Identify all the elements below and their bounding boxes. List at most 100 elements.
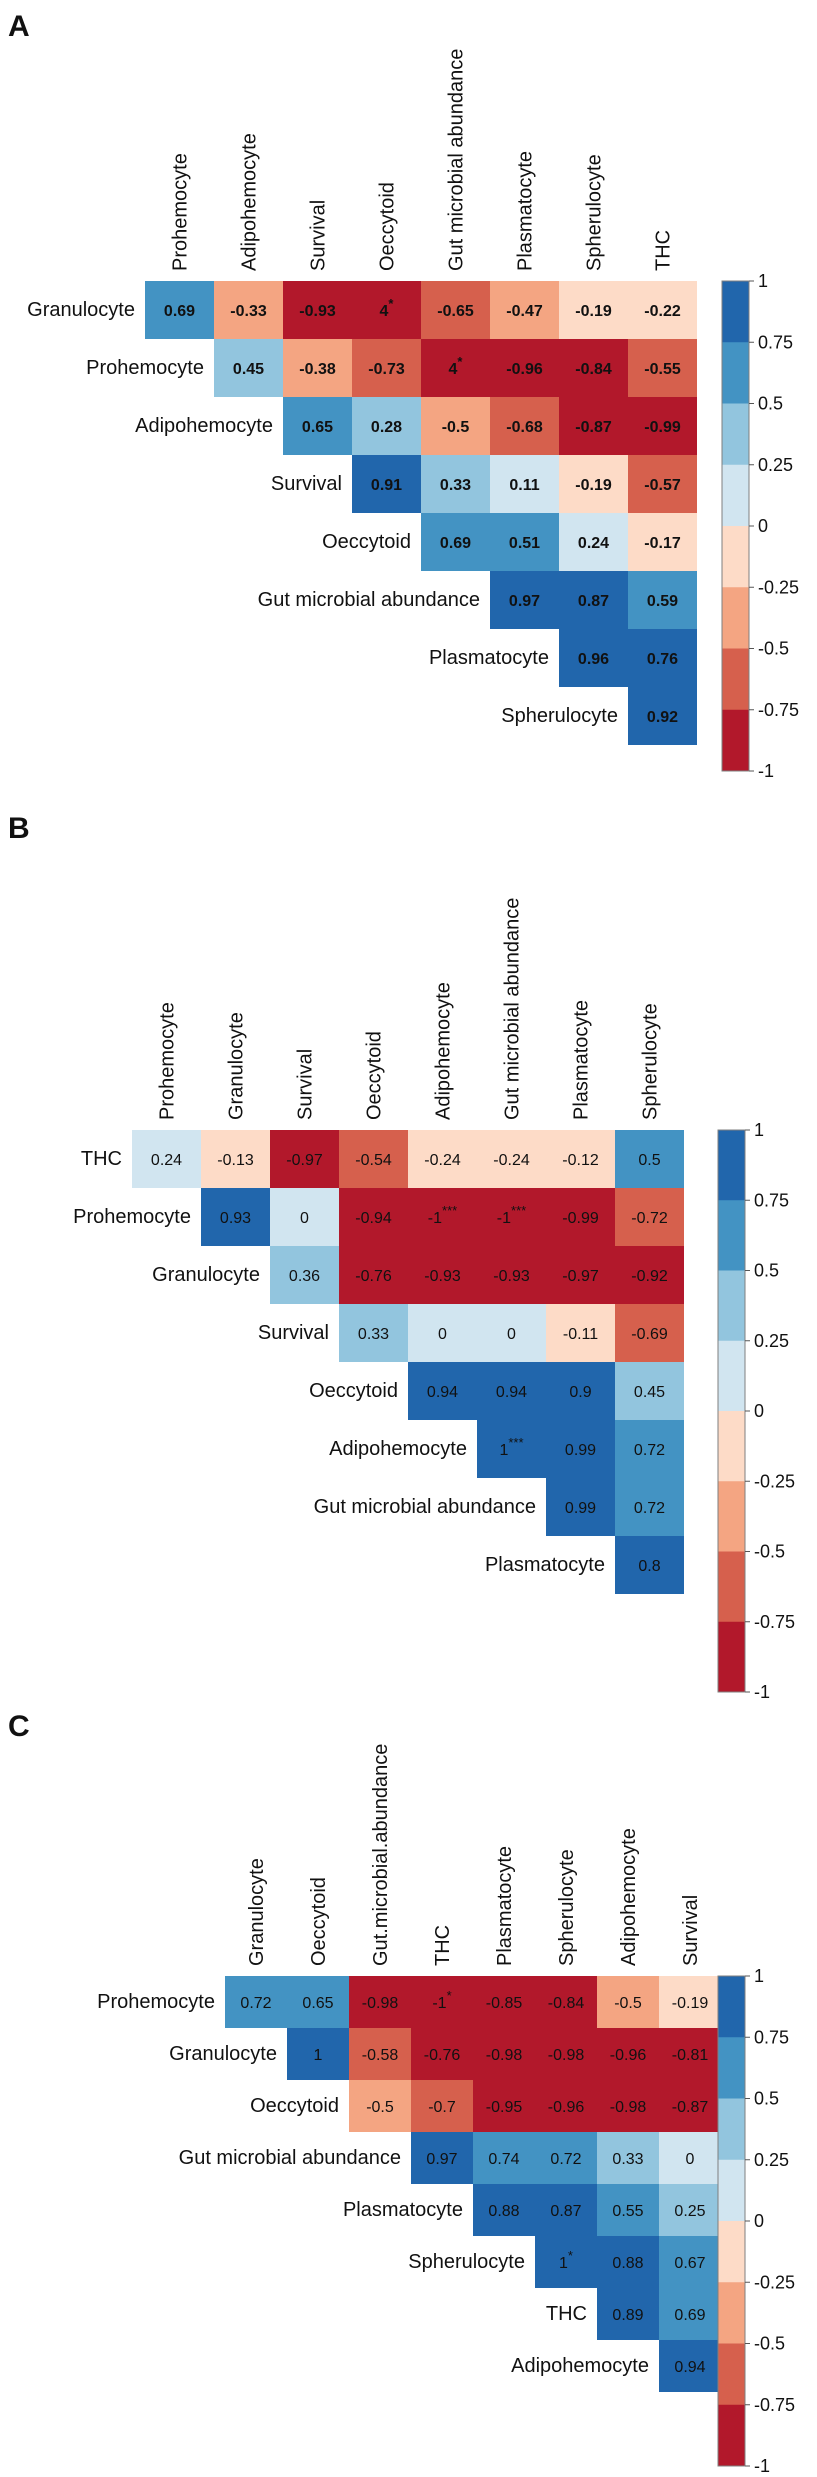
heatmap-cell [546, 1420, 615, 1478]
significance-marker: *** [511, 1203, 526, 1218]
cell-value: 0.72 [240, 1995, 271, 2012]
cell-value: 0.25 [674, 2203, 705, 2220]
cell-value: -0.96 [506, 361, 543, 378]
heatmap-cell [559, 397, 628, 455]
column-label: Survival [680, 1895, 702, 1966]
cell-value: 0.92 [647, 709, 678, 726]
column-label: Granulocyte [226, 1012, 248, 1120]
cell-value: 0.9 [569, 1384, 591, 1401]
heatmap-cell [559, 455, 628, 513]
colorbar-tick-label: -0.5 [758, 639, 789, 659]
row-label: Granulocyte [27, 299, 135, 321]
row-label: Gut microbial abundance [258, 589, 480, 611]
heatmap-cell [535, 2184, 597, 2236]
colorbar-segment [718, 1976, 745, 2038]
colorbar-segment [718, 1621, 745, 1693]
heatmap-cell [408, 1130, 477, 1188]
panel-letter: A [8, 10, 30, 43]
colorbar-tick-label: -0.25 [754, 1471, 795, 1491]
heatmap-cell [283, 339, 352, 397]
cell-value: -0.7 [428, 2099, 456, 2116]
column-label: Oeccytoid [364, 1031, 386, 1120]
cell-value: -0.76 [355, 1268, 392, 1285]
significance-marker: *** [508, 1435, 523, 1450]
cell-value: -0.81 [672, 2047, 709, 2064]
cell-value: 0.69 [440, 535, 471, 552]
colorbar-tick-label: 0.25 [754, 2150, 789, 2170]
cell-value: -0.68 [506, 419, 543, 436]
cell-value: 0.93 [220, 1210, 251, 1227]
colorbar-tick-label: -1 [754, 2456, 770, 2476]
colorbar-tick-label: 0.5 [754, 1261, 779, 1281]
column-label: Oeccytoid [377, 182, 399, 271]
heatmap-cell [473, 1976, 535, 2028]
cell-value: 0.28 [371, 419, 402, 436]
colorbar-segment [718, 1130, 745, 1201]
heatmap-cell [559, 281, 628, 339]
column-label: Gut microbial abundance [446, 49, 468, 271]
heatmap-cell [628, 397, 697, 455]
column-label: Spherulocyte [640, 1003, 662, 1120]
heatmap-cell [535, 2132, 597, 2184]
colorbar-segment [722, 464, 749, 527]
cell-value: -0.94 [355, 1210, 392, 1227]
heatmap-cell [287, 1976, 349, 2028]
colorbar-segment [718, 1270, 745, 1342]
cell-value: -0.54 [355, 1152, 392, 1169]
cell-value: -0.97 [562, 1268, 599, 1285]
column-label: Adipohemocyte [239, 133, 261, 271]
heatmap-cell [597, 2288, 659, 2340]
cell-value: -0.85 [486, 1995, 523, 2012]
heatmap-cell [411, 2080, 473, 2132]
column-label: THC [653, 230, 675, 271]
heatmap-cell [339, 1188, 408, 1246]
cell-value: 0.99 [565, 1442, 596, 1459]
significance-marker: * [457, 354, 463, 369]
colorbar-segment [718, 2343, 745, 2406]
colorbar-tick-label: 0 [754, 1401, 764, 1421]
row-label: Gut microbial abundance [314, 1496, 536, 1518]
cell-value: -0.5 [614, 1995, 642, 2012]
column-label: Plasmatocyte [571, 1000, 593, 1120]
cell-value: 0.11 [509, 477, 539, 494]
row-label: Survival [271, 473, 342, 495]
heatmap-cell [201, 1188, 270, 1246]
heatmap-cell [421, 339, 490, 397]
colorbar-tick-label: 1 [754, 1120, 764, 1140]
colorbar-segment [718, 1551, 745, 1623]
heatmap-cell [659, 1976, 721, 2028]
colorbar-tick-label: -0.75 [758, 700, 799, 720]
heatmap-cell [421, 455, 490, 513]
cell-value: 0 [300, 1210, 309, 1227]
colorbar-tick-label: 0.75 [754, 1190, 789, 1210]
column-label: Spherulocyte [556, 1849, 578, 1966]
heatmap-cell [270, 1130, 339, 1188]
cell-value: 0.97 [509, 593, 540, 610]
cell-value: 0.33 [440, 477, 471, 494]
heatmap-cell [214, 281, 283, 339]
colorbar-tick-label: -0.25 [758, 577, 799, 597]
row-label: Plasmatocyte [429, 647, 549, 669]
heatmap-cell [352, 281, 421, 339]
row-label: Plasmatocyte [485, 1554, 605, 1576]
row-label: Adipohemocyte [329, 1438, 467, 1460]
heatmap-cell [490, 397, 559, 455]
cell-value: -0.17 [644, 535, 681, 552]
row-label: THC [81, 1148, 122, 1170]
heatmap-cell [615, 1420, 684, 1478]
column-label: THC [432, 1925, 454, 1966]
heatmap-cell [270, 1188, 339, 1246]
heatmap-cell [145, 281, 214, 339]
heatmap-cell [225, 1976, 287, 2028]
cell-value: -0.22 [644, 303, 681, 320]
column-label: Survival [295, 1049, 317, 1120]
cell-value: -0.93 [299, 303, 336, 320]
heatmap-cell [408, 1362, 477, 1420]
cell-value: -0.98 [548, 2047, 585, 2064]
column-label: Adipohemocyte [618, 1828, 640, 1966]
cell-value: -0.12 [562, 1152, 599, 1169]
cell-value: -0.98 [362, 1995, 399, 2012]
colorbar-segment [718, 1340, 745, 1412]
colorbar-segment [718, 2404, 745, 2467]
colorbar-segment [722, 709, 749, 772]
